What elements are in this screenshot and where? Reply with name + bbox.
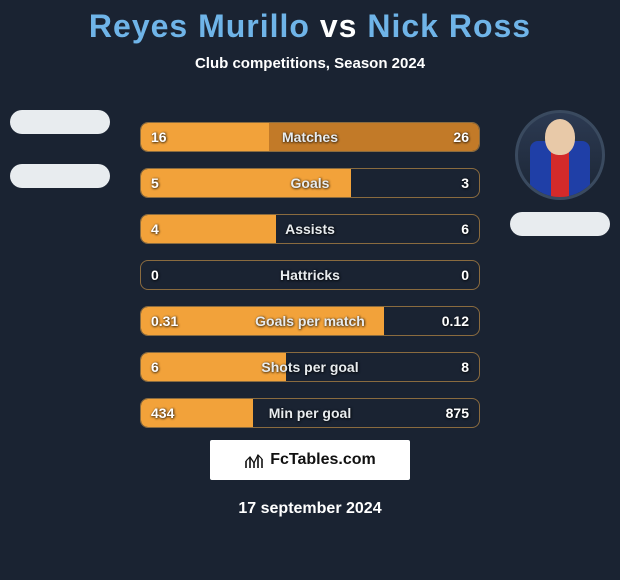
player1-name: Reyes Murillo xyxy=(89,8,310,44)
player1-avatar-block xyxy=(10,110,110,188)
player2-name: Nick Ross xyxy=(367,8,531,44)
subtitle: Club competitions, Season 2024 xyxy=(0,55,620,72)
stat-label: Shots per goal xyxy=(141,353,479,381)
stat-label: Goals per match xyxy=(141,307,479,335)
stat-row: 6Shots per goal8 xyxy=(140,352,480,382)
stat-row: 4Assists6 xyxy=(140,214,480,244)
stat-row: 0Hattricks0 xyxy=(140,260,480,290)
page-title: Reyes Murillo vs Nick Ross xyxy=(0,0,620,45)
fctables-icon xyxy=(244,450,264,470)
player2-head xyxy=(545,119,575,155)
stat-row: 0.31Goals per match0.12 xyxy=(140,306,480,336)
source-logo: FcTables.com xyxy=(210,440,410,480)
stat-value-right: 6 xyxy=(461,215,469,243)
stat-label: Goals xyxy=(141,169,479,197)
source-logo-text: FcTables.com xyxy=(270,451,376,469)
stat-value-right: 3 xyxy=(461,169,469,197)
stat-value-right: 8 xyxy=(461,353,469,381)
player2-name-pill xyxy=(510,212,610,236)
player1-name-pill xyxy=(10,110,110,134)
stats-container: 16Matches26 5Goals3 4Assists6 0Hattricks0 0.… xyxy=(140,122,480,444)
stat-row: 16Matches26 xyxy=(140,122,480,152)
stat-value-right: 0 xyxy=(461,261,469,289)
stat-label: Hattricks xyxy=(141,261,479,289)
stat-row: 5Goals3 xyxy=(140,168,480,198)
stat-label: Matches xyxy=(141,123,479,151)
vs-separator: vs xyxy=(310,8,367,44)
player1-name-pill-2 xyxy=(10,164,110,188)
footer-date: 17 september 2024 xyxy=(0,500,620,518)
stat-value-right: 875 xyxy=(446,399,469,427)
stat-row: 434Min per goal875 xyxy=(140,398,480,428)
stat-value-right: 0.12 xyxy=(442,307,469,335)
player2-avatar xyxy=(515,110,605,200)
player2-avatar-block xyxy=(510,110,610,236)
stat-label: Assists xyxy=(141,215,479,243)
stat-value-right: 26 xyxy=(453,123,469,151)
stat-label: Min per goal xyxy=(141,399,479,427)
